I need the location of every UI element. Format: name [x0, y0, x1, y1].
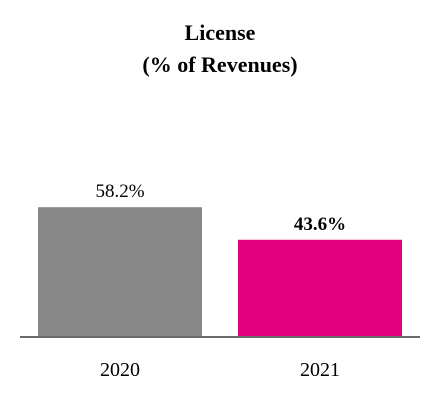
data-label-2021: 43.6% [294, 214, 346, 235]
chart-title: License [185, 20, 256, 45]
bar-2021 [238, 239, 402, 337]
x-tick-label-2021: 2021 [300, 359, 340, 381]
x-tick-label-2020: 2020 [100, 359, 140, 381]
bars-group: 58.2% 2020 43.6% 2021 [38, 181, 402, 381]
data-label-2020: 58.2% [95, 181, 144, 202]
bar-2020 [38, 207, 202, 337]
chart-subtitle: (% of Revenues) [142, 52, 297, 77]
